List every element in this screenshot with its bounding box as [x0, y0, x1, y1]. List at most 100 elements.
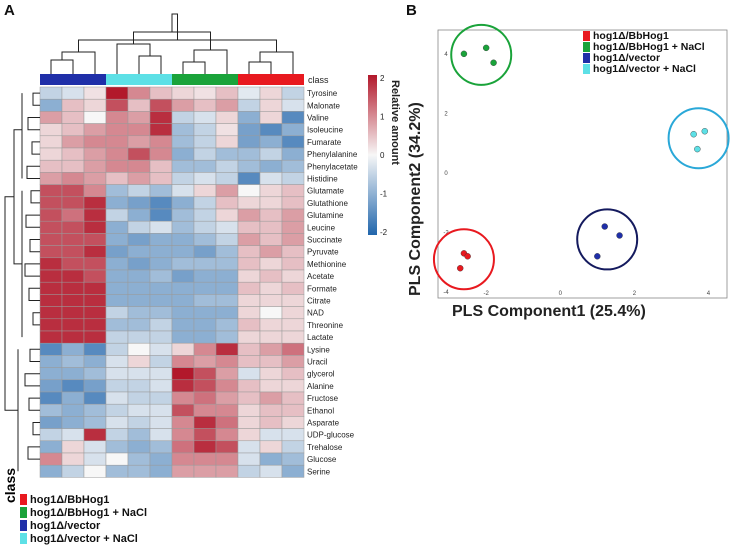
class-bar-cell	[260, 74, 282, 85]
colorbar-tick-label: 1	[380, 113, 385, 122]
pls-group-ellipse	[576, 208, 639, 271]
pls-legend-item: hog1Δ/BbHog1 + NaCl	[583, 40, 705, 53]
pls-data-point	[601, 223, 608, 230]
legend-swatch	[20, 494, 27, 505]
pls-data-point	[460, 50, 468, 58]
legend-swatch	[583, 41, 590, 52]
pls-y-tick-label: 2	[444, 111, 448, 117]
pls-data-point	[464, 253, 471, 260]
heatmap-row-label: Lysine	[307, 345, 330, 354]
pls-legend-item: hog1Δ/vector	[583, 51, 705, 64]
pls-x-tick-label: 0	[559, 291, 563, 297]
pls-y-tick-label: 4	[444, 52, 448, 58]
legend-label: hog1Δ/vector + NaCl	[593, 62, 696, 75]
legend-label: hog1Δ/BbHog1 + NaCl	[30, 506, 147, 519]
row-dendrogram-link	[24, 263, 40, 277]
pls-group-ellipse	[450, 23, 513, 86]
heatmap-row-label: Valine	[307, 114, 329, 123]
class-legend-item: hog1Δ/BbHog1	[20, 493, 147, 506]
pls-legend-item: hog1Δ/vector + NaCl	[583, 62, 705, 75]
pls-x-tick-label: 2	[633, 291, 637, 297]
legend-swatch	[20, 507, 27, 518]
class-row-label: class	[308, 75, 329, 85]
row-dendrogram-link	[30, 190, 40, 204]
heatmap-row-label: Glutathione	[307, 199, 348, 208]
class-bar-cell	[62, 74, 84, 85]
row-dendrogram-link	[24, 373, 40, 387]
heatmap-row-label: Glutamine	[307, 211, 344, 220]
row-dendrogram-link	[27, 117, 40, 131]
heatmap-row-label: Acetate	[307, 272, 335, 281]
heatmap-row-label: Phenylalanine	[307, 150, 358, 159]
pls-group-ellipse	[667, 107, 730, 170]
class-bar-cell	[84, 74, 106, 85]
colorbar-tick-label: -1	[380, 190, 388, 199]
pls-group-ellipse	[432, 228, 495, 291]
heatmap-row-label: NAD	[307, 309, 324, 318]
class-legend-item: hog1Δ/BbHog1 + NaCl	[20, 506, 147, 519]
class-bar-cell	[216, 74, 238, 85]
class-bar-cell	[194, 74, 216, 85]
heatmap-row-label: Lactate	[307, 333, 334, 342]
heatmap-row-label: Ethanol	[307, 406, 334, 415]
row-dendrogram-link	[27, 446, 40, 460]
row-dendrogram-link	[32, 92, 40, 106]
pls-y-tick-label: 0	[444, 171, 448, 177]
heatmap-row-label: Malonate	[307, 101, 340, 110]
class-bar-cell	[128, 74, 150, 85]
heatmap-row-label: Pyruvate	[307, 248, 339, 257]
row-dendrogram-link	[29, 348, 40, 362]
class-bar-cell	[238, 74, 260, 85]
legend-label: hog1Δ/vector	[593, 51, 661, 64]
class-legend-title: class	[2, 467, 18, 503]
heatmap-row-label: Isoleucine	[307, 126, 344, 135]
legend-swatch	[583, 63, 590, 74]
colorbar-tick-label: 0	[380, 151, 385, 160]
row-dendrogram-link	[25, 214, 40, 228]
class-bar-cell	[282, 74, 304, 85]
heatmap-cell	[281, 464, 305, 478]
pls-data-point	[457, 265, 464, 272]
legend-label: hog1Δ/BbHog1 + NaCl	[593, 40, 705, 53]
heatmap-row-label: Fumarate	[307, 138, 342, 147]
heatmap-row-label: Uracil	[307, 358, 328, 367]
pls-x-axis-title: PLS Component1 (25.4%)	[452, 303, 646, 320]
heatmap-row-label: Serine	[307, 467, 331, 476]
row-dendrogram-link	[31, 141, 40, 155]
pls-data-point	[594, 253, 601, 260]
heatmap-row-label: UDP-glucose	[307, 431, 355, 440]
colorbar-title: Relative amount	[389, 80, 401, 165]
pls-data-point	[701, 128, 708, 135]
legend-label: hog1Δ/BbHog1	[30, 493, 110, 506]
pls-y-tick-label: -4	[443, 290, 449, 296]
row-dendrogram-link	[29, 239, 40, 253]
legend-label: hog1Δ/vector	[30, 519, 101, 532]
pls-x-tick-label: 4	[707, 291, 711, 297]
panel-label-a: A	[4, 2, 15, 19]
class-bar-cell	[172, 74, 194, 85]
heatmap-row-label: Alanine	[307, 382, 334, 391]
pls-y-axis-title: PLS Component2 (34.2%)	[407, 102, 424, 296]
class-bar-cell	[150, 74, 172, 85]
pls-legend-item: hog1Δ/BbHog1	[583, 29, 705, 42]
heatmap-row-label: Methionine	[307, 260, 347, 269]
legend-swatch	[583, 30, 590, 41]
heatmap-row-label: Phenylacetate	[307, 162, 358, 171]
row-dendrogram-link	[26, 165, 40, 179]
heatmap-row-label: Leucine	[307, 223, 336, 232]
pls-data-point	[694, 145, 701, 153]
pls-data-point	[690, 131, 697, 138]
row-dendrogram-link	[32, 312, 40, 326]
legend-swatch	[20, 520, 27, 531]
heatmap-row-label: Histidine	[307, 175, 338, 184]
pls-data-point	[482, 44, 490, 52]
class-legend: hog1Δ/BbHog1 hog1Δ/BbHog1 + NaCl hog1Δ/v…	[20, 493, 147, 545]
heatmap-row-label: Fructose	[307, 394, 339, 403]
column-dendrogram-link	[171, 13, 178, 40]
class-legend-item: hog1Δ/vector	[20, 519, 147, 532]
legend-label: hog1Δ/BbHog1	[593, 29, 669, 42]
pls-data-point	[490, 59, 497, 66]
panel-label-b: B	[406, 2, 417, 19]
